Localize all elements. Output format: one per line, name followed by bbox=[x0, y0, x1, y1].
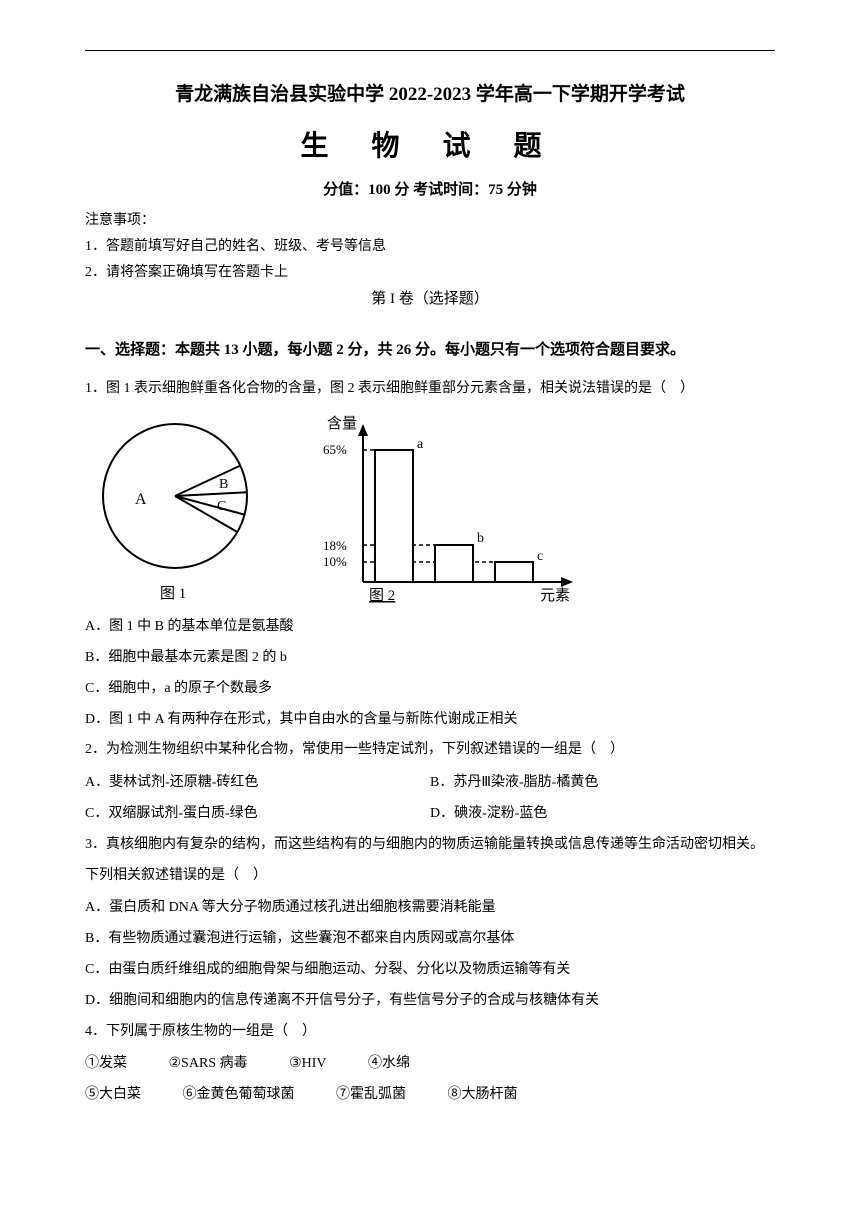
q4-items-row2: ⑤大白菜 ⑥金黄色葡萄球菌 ⑦霍乱弧菌 ⑧大肠杆菌 bbox=[85, 1080, 775, 1111]
pie-caption: 图 1 bbox=[160, 585, 186, 602]
q4-item-1: ①发菜 bbox=[85, 1049, 127, 1080]
q4-text: 4．下列属于原核生物的一组是（ ） bbox=[85, 1017, 775, 1048]
q4-item-3: ③HIV bbox=[289, 1049, 326, 1080]
q4-item-5: ⑤大白菜 bbox=[85, 1080, 141, 1111]
q3-option-b: B．有些物质通过囊泡进行运输，这些囊泡不都来自内质网或高尔基体 bbox=[85, 924, 775, 955]
notice-header: 注意事项： bbox=[85, 209, 775, 229]
bar-label-b: b bbox=[477, 531, 484, 546]
q2-option-d: D．碘液-淀粉-蓝色 bbox=[430, 799, 775, 830]
pie-label-a: A bbox=[135, 491, 147, 508]
notice-item-1: 1．答题前填写好自己的姓名、班级、考号等信息 bbox=[85, 235, 775, 255]
top-rule bbox=[85, 50, 775, 51]
pie-label-c: C bbox=[217, 499, 226, 514]
q4-item-7: ⑦霍乱弧菌 bbox=[336, 1080, 406, 1111]
q2-option-a: A．斐林试剂-还原糖-砖红色 bbox=[85, 768, 430, 799]
bar-tick-18: 18% bbox=[323, 538, 347, 553]
q3-option-d: D．细胞间和细胞内的信息传递离不开信号分子，有些信号分子的合成与核糖体有关 bbox=[85, 986, 775, 1017]
q4-item-4: ④水绵 bbox=[368, 1049, 410, 1080]
exam-school-title: 青龙满族自治县实验中学 2022-2023 学年高一下学期开学考试 bbox=[85, 79, 775, 106]
q4-item-6: ⑥金黄色葡萄球菌 bbox=[183, 1080, 295, 1111]
q4-items-row1: ①发菜 ②SARS 病毒 ③HIV ④水绵 bbox=[85, 1049, 775, 1080]
q1-option-c: C．细胞中，a 的原子个数最多 bbox=[85, 674, 775, 705]
q1-text: 1．图 1 表示细胞鲜重各化合物的含量，图 2 表示细胞鲜重部分元素含量，相关说… bbox=[85, 374, 775, 405]
q2-options: A．斐林试剂-还原糖-砖红色 B．苏丹Ⅲ染液-脂肪-橘黄色 C．双缩脲试剂-蛋白… bbox=[85, 768, 775, 830]
q3-option-a: A．蛋白质和 DNA 等大分子物质通过核孔进出细胞核需要消耗能量 bbox=[85, 893, 775, 924]
bar-label-a: a bbox=[417, 437, 424, 452]
bar-ylabel: 含量 bbox=[327, 415, 357, 432]
section-title: 第 I 卷（选择题） bbox=[85, 287, 775, 308]
q3-text: 3．真核细胞内有复杂的结构，而这些结构有的与细胞内的物质运输能量转换或信息传递等… bbox=[85, 830, 775, 892]
bar-chart-figure2: 含量 65% 18% 10% a b c 图 2 元素 bbox=[315, 414, 585, 604]
q2-text: 2．为检测生物组织中某种化合物，常使用一些特定试剂，下列叙述错误的一组是（ ） bbox=[85, 735, 775, 766]
exam-subject-title: 生 物 试 题 bbox=[85, 124, 775, 164]
q4-item-2: ②SARS 病毒 bbox=[169, 1049, 248, 1080]
q1-option-d: D．图 1 中 A 有两种存在形式，其中自由水的含量与新陈代谢成正相关 bbox=[85, 705, 775, 736]
q4-item-8: ⑧大肠杆菌 bbox=[448, 1080, 518, 1111]
pie-chart-figure1: A B C 图 1 bbox=[85, 414, 275, 604]
part1-header: 一、选择题：本题共 13 小题，每小题 2 分，共 26 分。每小题只有一个选项… bbox=[85, 338, 775, 364]
bar-xlabel: 元素 bbox=[540, 587, 570, 604]
notice-item-2: 2．请将答案正确填写在答题卡上 bbox=[85, 261, 775, 281]
bar-tick-65: 65% bbox=[323, 442, 347, 457]
bar-tick-10: 10% bbox=[323, 554, 347, 569]
bar-label-c: c bbox=[537, 549, 543, 564]
q3-option-c: C．由蛋白质纤维组成的细胞骨架与细胞运动、分裂、分化以及物质运输等有关 bbox=[85, 955, 775, 986]
q1-option-b: B．细胞中最基本元素是图 2 的 b bbox=[85, 643, 775, 674]
q2-option-c: C．双缩脲试剂-蛋白质-绿色 bbox=[85, 799, 430, 830]
q1-charts: A B C 图 1 含量 65% 18% 10% a b c 图 2 元素 bbox=[85, 414, 775, 604]
score-info: 分值：100 分 考试时间：75 分钟 bbox=[85, 178, 775, 199]
bar-caption: 图 2 bbox=[369, 587, 395, 604]
pie-label-b: B bbox=[219, 477, 228, 492]
q2-option-b: B．苏丹Ⅲ染液-脂肪-橘黄色 bbox=[430, 768, 775, 799]
q1-option-a: A．图 1 中 B 的基本单位是氨基酸 bbox=[85, 612, 775, 643]
